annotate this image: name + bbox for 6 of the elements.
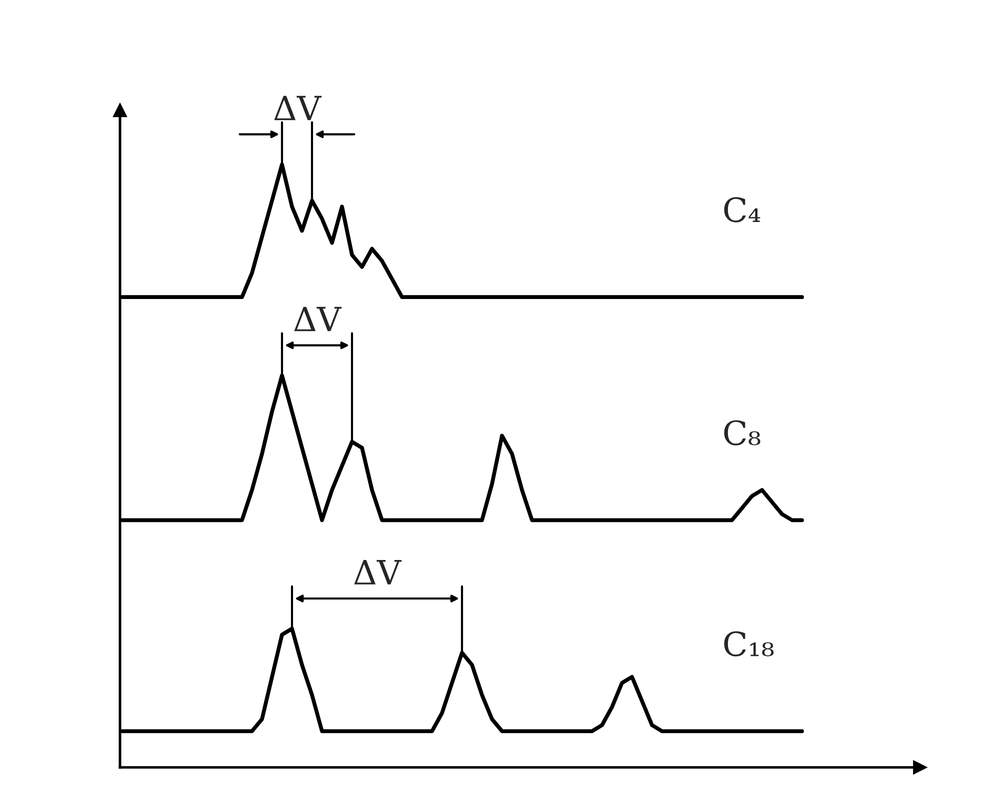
text: C₄ (724, 197, 760, 222)
annotation: ΔV (294, 306, 342, 332)
series-label: C₈ (724, 420, 760, 446)
text: C₁₈ (724, 631, 774, 656)
text: ΔV (274, 96, 322, 120)
annotation: ΔV (354, 560, 402, 584)
